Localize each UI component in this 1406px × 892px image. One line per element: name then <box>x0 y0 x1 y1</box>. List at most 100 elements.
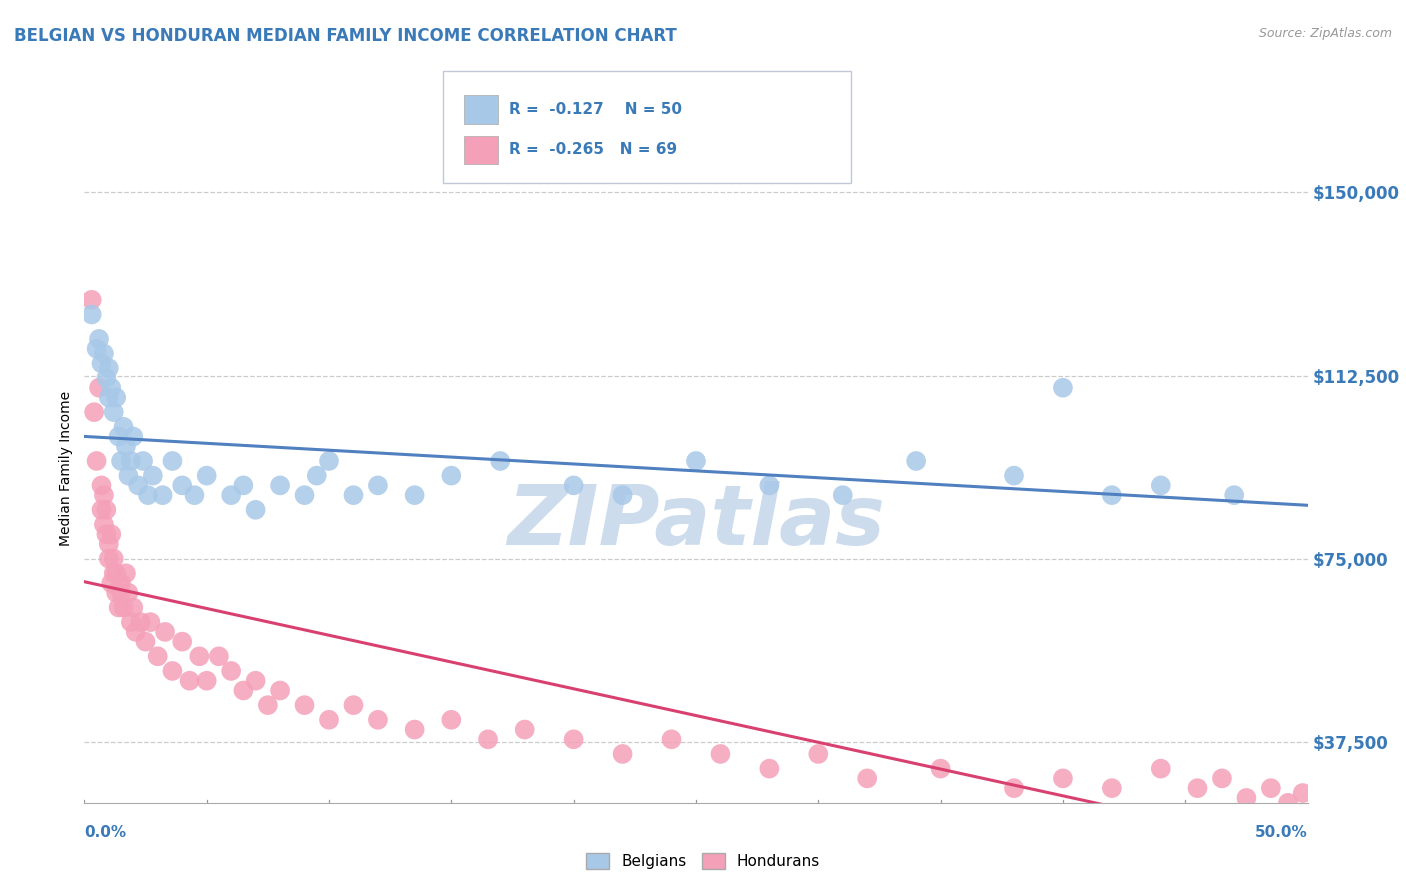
Point <box>440 713 463 727</box>
Point <box>208 649 231 664</box>
Point <box>117 586 139 600</box>
Point <box>110 576 132 591</box>
Point <box>129 615 152 629</box>
Point <box>115 439 138 453</box>
Point <box>831 488 853 502</box>
Point <box>1223 488 1246 502</box>
Point <box>162 454 184 468</box>
Text: BELGIAN VS HONDURAN MEDIAN FAMILY INCOME CORRELATION CHART: BELGIAN VS HONDURAN MEDIAN FAMILY INCOME… <box>14 27 676 45</box>
Point <box>404 488 426 502</box>
Point <box>105 586 128 600</box>
Text: R =  -0.265   N = 69: R = -0.265 N = 69 <box>509 143 678 157</box>
Point <box>110 454 132 468</box>
Point <box>87 381 110 395</box>
Point <box>489 454 512 468</box>
Point <box>612 488 634 502</box>
Point <box>93 517 115 532</box>
Point <box>269 683 291 698</box>
Point <box>183 488 205 502</box>
Point <box>90 356 112 370</box>
Point <box>97 537 120 551</box>
Point <box>661 732 683 747</box>
Point <box>856 772 879 786</box>
Point <box>87 332 110 346</box>
Point <box>1187 781 1209 796</box>
Point <box>342 488 364 502</box>
Point <box>219 664 242 678</box>
Point <box>80 308 103 322</box>
Point <box>1052 381 1074 395</box>
Point <box>125 624 148 639</box>
Point <box>1150 762 1173 776</box>
Point <box>120 615 142 629</box>
Point <box>97 391 120 405</box>
Point <box>112 419 135 434</box>
Point <box>318 713 340 727</box>
Point <box>1052 772 1074 786</box>
Point <box>152 488 174 502</box>
Point <box>162 664 184 678</box>
Point <box>122 429 145 443</box>
Point <box>188 649 211 664</box>
Point <box>404 723 426 737</box>
Point <box>97 551 120 566</box>
Point <box>195 673 218 688</box>
Point <box>172 634 194 648</box>
Point <box>305 468 328 483</box>
Point <box>232 478 254 492</box>
Point <box>117 468 139 483</box>
Point <box>685 454 707 468</box>
Text: 50.0%: 50.0% <box>1254 825 1308 840</box>
Point <box>105 391 128 405</box>
Point <box>96 527 118 541</box>
Point <box>179 673 201 688</box>
Point <box>232 683 254 698</box>
Point <box>107 600 129 615</box>
Point <box>103 566 125 581</box>
Point <box>367 713 389 727</box>
Point <box>83 405 105 419</box>
Point <box>513 723 536 737</box>
Point <box>1234 791 1257 805</box>
Point <box>294 488 316 502</box>
Point <box>245 673 267 688</box>
Point <box>1101 488 1123 502</box>
Point <box>96 503 118 517</box>
Point <box>294 698 316 713</box>
Point <box>115 566 138 581</box>
Point <box>120 454 142 468</box>
Point <box>100 381 122 395</box>
Point <box>110 586 132 600</box>
Point <box>929 762 952 776</box>
Point <box>100 576 122 591</box>
Point <box>195 468 218 483</box>
Point <box>86 454 108 468</box>
Point <box>1211 772 1233 786</box>
Point <box>107 429 129 443</box>
Text: R =  -0.127    N = 50: R = -0.127 N = 50 <box>509 103 682 117</box>
Point <box>93 488 115 502</box>
Point <box>1002 468 1025 483</box>
Point <box>86 342 108 356</box>
Point <box>172 478 194 492</box>
Point <box>1150 478 1173 492</box>
Point <box>367 478 389 492</box>
Point <box>1002 781 1025 796</box>
Point <box>318 454 340 468</box>
Point <box>103 405 125 419</box>
Y-axis label: Median Family Income: Median Family Income <box>59 391 73 546</box>
Point <box>100 527 122 541</box>
Point <box>127 478 149 492</box>
Point <box>1277 796 1299 810</box>
Point <box>105 566 128 581</box>
Point <box>135 634 157 648</box>
Point <box>132 454 155 468</box>
Point <box>342 698 364 713</box>
Text: ZIPatlas: ZIPatlas <box>508 482 884 562</box>
Point <box>440 468 463 483</box>
Point <box>758 762 780 776</box>
Point <box>80 293 103 307</box>
Point <box>477 732 499 747</box>
Point <box>136 488 159 502</box>
Point <box>562 478 585 492</box>
